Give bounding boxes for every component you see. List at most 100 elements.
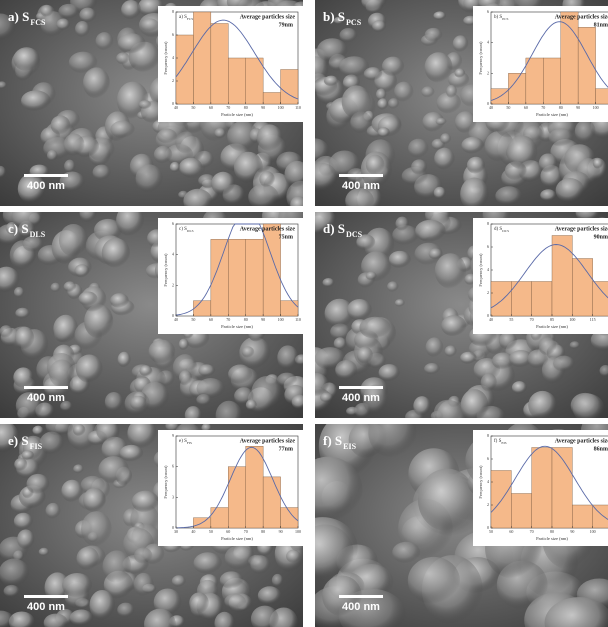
- y-tick-label: 3: [172, 494, 174, 499]
- particle: [425, 52, 453, 82]
- scale-bar: [24, 595, 68, 598]
- histogram-bar: [491, 282, 511, 317]
- particle: [194, 552, 222, 574]
- panel-subscript: DCS: [346, 230, 363, 239]
- x-axis-label: Particle size (nm): [536, 112, 568, 117]
- particle: [389, 251, 411, 268]
- particle: [512, 381, 527, 394]
- panel-label: b) S: [323, 9, 345, 24]
- particle: [411, 159, 427, 174]
- particle: [102, 550, 131, 583]
- annotation: Average particles size: [240, 14, 296, 20]
- particle: [392, 542, 420, 564]
- histogram-bar: [211, 24, 228, 105]
- inset-title-subscript: DLS: [187, 229, 194, 233]
- particle: [47, 150, 58, 162]
- particle: [435, 253, 466, 288]
- histogram-bar: [228, 467, 245, 528]
- particle: [211, 172, 235, 195]
- particle: [61, 480, 83, 502]
- particle: [62, 573, 92, 598]
- histogram-inset: 304050607080901000369Particle size (nm)F…: [158, 430, 304, 546]
- scale-bar-label: 400 nm: [27, 601, 65, 613]
- particle: [110, 293, 129, 308]
- x-tick-label: 100: [278, 105, 284, 110]
- particle: [81, 511, 112, 547]
- particle: [372, 20, 386, 32]
- particle: [446, 85, 457, 98]
- histogram-bar: [596, 89, 608, 104]
- particle: [315, 347, 346, 370]
- particle: [453, 35, 469, 52]
- x-tick-label: 80: [550, 529, 554, 534]
- panel: e) SFIS400 nm304050607080901000369Partic…: [0, 416, 309, 627]
- x-tick-label: 50: [191, 105, 195, 110]
- x-tick-label: 80: [244, 105, 248, 110]
- particle: [378, 127, 390, 137]
- particle: [59, 224, 88, 257]
- histogram-inset: 40506070809010011002468Particle size (nm…: [158, 6, 304, 122]
- inset-title-subscript: FIS: [187, 441, 192, 445]
- particle: [284, 161, 310, 188]
- particle: [296, 525, 353, 582]
- x-tick-label: 90: [279, 529, 283, 534]
- histogram-bar: [263, 477, 280, 528]
- histogram-bar: [263, 93, 280, 105]
- particle: [394, 82, 413, 102]
- histogram-inset: 4055708510011513002468Particle size (nm)…: [473, 218, 608, 334]
- particle: [539, 153, 558, 172]
- particle: [149, 339, 176, 363]
- particle: [69, 52, 97, 74]
- particle: [250, 555, 270, 574]
- histogram-bar: [246, 446, 263, 528]
- particle: [499, 332, 517, 350]
- particle: [53, 315, 78, 343]
- particle: [46, 416, 72, 436]
- particle: [425, 28, 443, 42]
- particle: [395, 299, 405, 307]
- particle: [366, 155, 385, 175]
- x-tick-label: 100: [593, 105, 599, 110]
- particle: [440, 133, 451, 144]
- particle: [27, 474, 50, 494]
- x-tick-label: 60: [524, 105, 528, 110]
- particle: [56, 18, 70, 30]
- particle: [395, 217, 408, 231]
- particle: [426, 337, 444, 357]
- particle: [379, 364, 400, 381]
- particle: [433, 11, 446, 20]
- particle: [96, 421, 119, 442]
- y-tick-label: 6: [487, 244, 489, 249]
- particle: [79, 8, 96, 23]
- particle: [382, 57, 404, 77]
- particle: [461, 137, 484, 154]
- particle: [185, 406, 202, 425]
- x-tick-label: 70: [530, 529, 534, 534]
- panel-subscript: FIS: [30, 442, 43, 451]
- y-axis-label: Frequency (count): [163, 253, 168, 287]
- particle: [556, 178, 585, 203]
- particle: [116, 52, 130, 64]
- annotation: Average particles size: [555, 438, 608, 444]
- particle: [134, 573, 154, 596]
- particle: [246, 399, 257, 410]
- histogram-bar: [593, 282, 608, 317]
- particle: [118, 33, 146, 54]
- particle: [467, 157, 485, 174]
- inset-title-subscript: PCS: [502, 17, 508, 21]
- particle: [196, 394, 211, 406]
- histogram-bar: [543, 58, 560, 104]
- histogram-bar: [511, 494, 531, 529]
- scale-bar: [339, 595, 383, 598]
- particle: [323, 278, 335, 287]
- particle: [50, 283, 60, 293]
- particle: [286, 550, 301, 563]
- particle: [242, 346, 254, 357]
- histogram-inset: 506070809010011002468Particle size (nm)F…: [473, 430, 608, 546]
- histogram-bar: [532, 282, 552, 317]
- annotation: Average particles size: [240, 438, 296, 444]
- histogram-bar: [193, 301, 210, 316]
- panel: f) SEIS400 nm506070809010011002468Partic…: [287, 407, 608, 627]
- x-axis-label: Particle size (nm): [536, 324, 568, 329]
